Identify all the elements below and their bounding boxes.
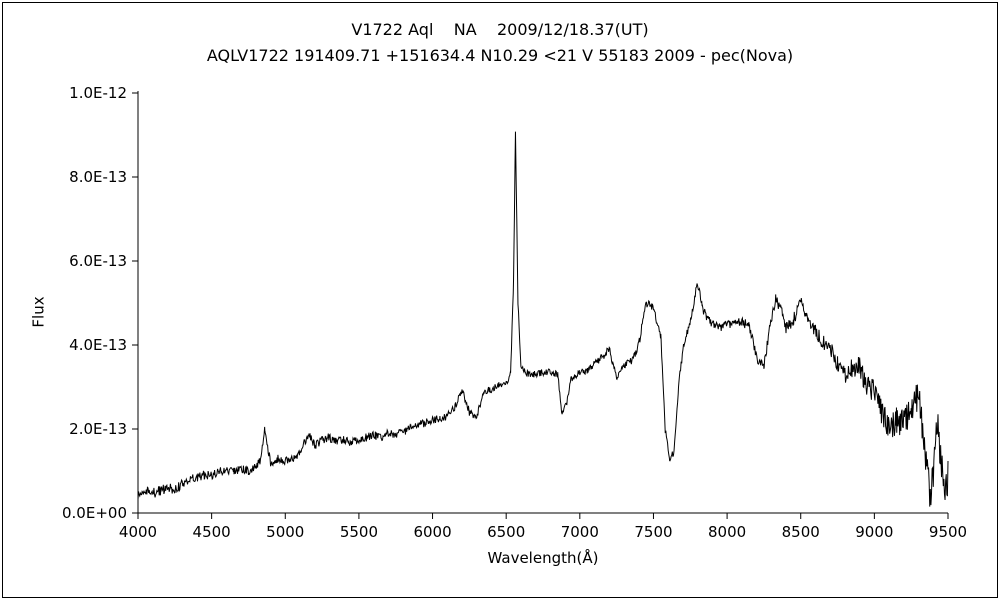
y-tick-label: 0.0E+00 xyxy=(62,504,127,522)
x-tick-label: 8000 xyxy=(708,523,746,541)
y-tick-label: 6.0E-13 xyxy=(69,252,127,270)
x-tick-label: 6500 xyxy=(487,523,525,541)
title-block: V1722 Aql NA 2009/12/18.37(UT) AQLV1722 … xyxy=(3,17,997,69)
x-tick-label: 9000 xyxy=(855,523,893,541)
spectrum-line xyxy=(137,131,949,507)
x-tick-label: 9500 xyxy=(929,523,967,541)
x-tick-label: 5500 xyxy=(340,523,378,541)
figure-title-line2: AQLV1722 191409.71 +151634.4 N10.29 <21 … xyxy=(206,46,794,65)
x-tick-label: 6000 xyxy=(413,523,451,541)
y-tick-label: 2.0E-13 xyxy=(69,420,127,438)
x-tick-label: 8500 xyxy=(782,523,820,541)
x-tick-label: 4500 xyxy=(193,523,231,541)
x-tick-label: 7000 xyxy=(561,523,599,541)
y-tick-label: 4.0E-13 xyxy=(69,336,127,354)
y-tick-label: 1.0E-12 xyxy=(69,84,127,102)
x-tick-label: 5000 xyxy=(266,523,304,541)
x-tick-label: 7500 xyxy=(634,523,672,541)
x-axis-label: Wavelength(Å) xyxy=(487,549,599,567)
figure-title-line1: V1722 Aql NA 2009/12/18.37(UT) xyxy=(351,20,649,39)
x-tick-label: 4000 xyxy=(119,523,157,541)
y-tick-label: 8.0E-13 xyxy=(69,168,127,186)
spectrum-plot: 4000 4500 5000 5500 6000 6500 7000 7500 8000 8500… xyxy=(62,84,967,541)
